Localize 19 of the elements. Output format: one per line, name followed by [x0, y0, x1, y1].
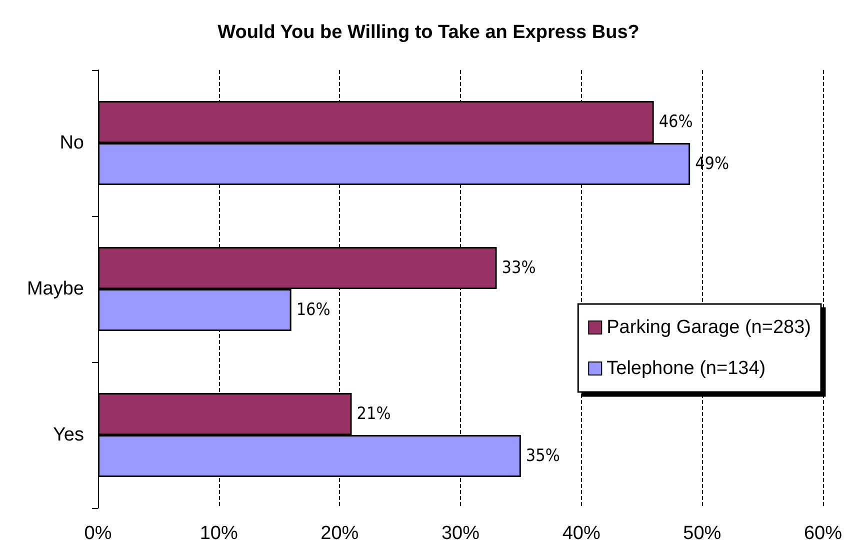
y-tick-label: Maybe — [26, 278, 84, 300]
x-tick-label: 40% — [562, 523, 600, 544]
x-tick-label: 30% — [441, 523, 480, 544]
x-tick-label: 0% — [84, 523, 112, 544]
data-label: 49% — [695, 154, 730, 174]
x-tick-label: 10% — [200, 523, 238, 544]
x-tick-label: 20% — [320, 523, 359, 544]
legend-label: Telephone (n=134) — [606, 358, 766, 379]
data-label: 46% — [658, 112, 693, 132]
chart-title: Would You be Willing to Take an Express Bus? — [218, 22, 640, 43]
data-label: 16% — [296, 300, 330, 320]
data-label: 35% — [526, 446, 560, 466]
x-tick-label: 60% — [804, 523, 842, 544]
data-label: 21% — [356, 404, 391, 424]
data-label: 33% — [502, 258, 536, 278]
y-tick-label: Yes — [53, 424, 84, 446]
legend-label: Parking Garage (n=283) — [606, 317, 812, 338]
y-tick-label: No — [60, 132, 84, 154]
x-tick-label: 50% — [683, 523, 722, 544]
